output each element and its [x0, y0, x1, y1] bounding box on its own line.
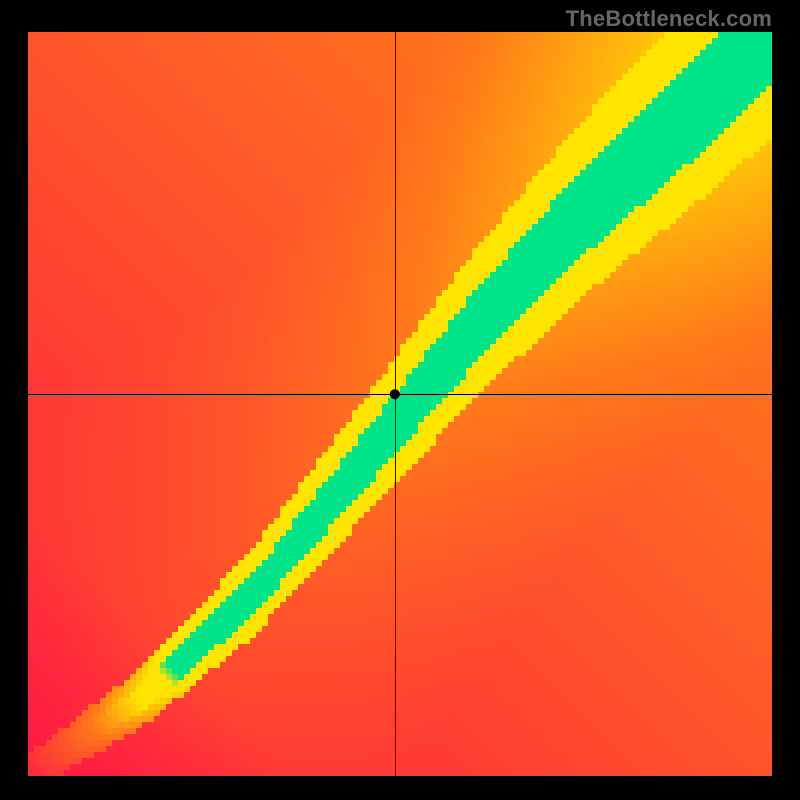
crosshair-overlay [28, 32, 772, 776]
chart-container: { "watermark": { "text": "TheBottleneck.… [0, 0, 800, 800]
watermark-text: TheBottleneck.com [566, 6, 772, 32]
